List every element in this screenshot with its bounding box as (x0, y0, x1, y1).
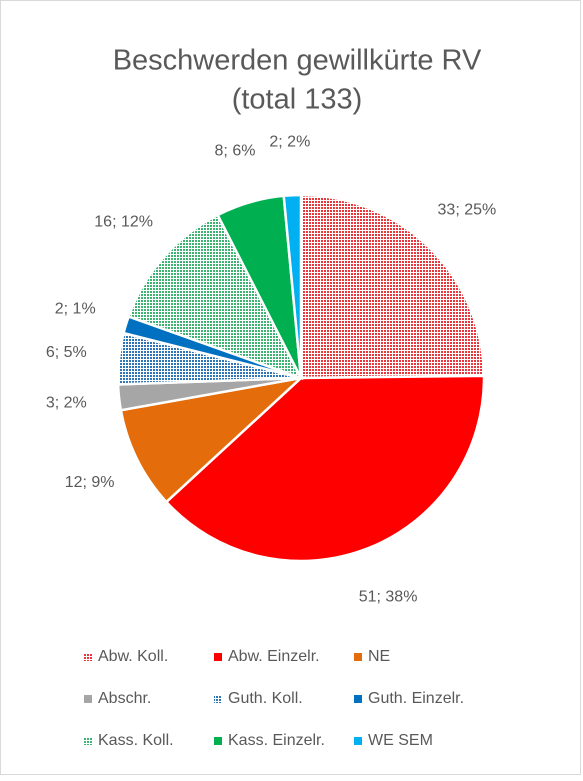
legend-marker (214, 737, 222, 745)
chart-title: Beschwerden gewillkürte RV (113, 45, 482, 77)
data-label: 12; 9% (65, 474, 115, 491)
legend-label: Kass. Koll. (98, 732, 174, 749)
legend-marker (214, 653, 222, 661)
data-label: 2; 1% (55, 301, 96, 318)
pie-slice (299, 193, 486, 380)
legend-label: Kass. Einzelr. (228, 732, 325, 749)
data-label: 6; 5% (46, 344, 87, 361)
pie-slice (282, 193, 303, 379)
legend-marker (84, 737, 92, 745)
data-label: 8; 6% (215, 143, 256, 160)
legend-label: NE (368, 648, 390, 665)
legend-marker (354, 737, 362, 745)
legend-label: Guth. Koll. (228, 690, 303, 707)
legend-marker (354, 653, 362, 661)
legend-label: Abschr. (98, 690, 151, 707)
legend-label: Abw. Einzelr. (228, 648, 320, 665)
data-label: 2; 2% (269, 133, 310, 150)
legend-marker (354, 695, 362, 703)
chart-subtitle: (total 133) (232, 84, 363, 116)
pie-slice (164, 374, 486, 563)
data-label: 16; 12% (94, 214, 153, 231)
pie-slice (127, 213, 304, 381)
legend-marker (84, 695, 92, 703)
data-label: 51; 38% (359, 589, 418, 606)
legend-label: WE SEM (368, 732, 433, 749)
data-label: 3; 2% (46, 394, 87, 411)
legend-marker (84, 653, 92, 661)
legend-label: Abw. Koll. (98, 648, 168, 665)
legend-label: Guth. Einzelr. (368, 690, 464, 707)
legend-marker (214, 695, 222, 703)
data-label: 33; 25% (438, 201, 497, 218)
pie-slice (119, 376, 306, 504)
